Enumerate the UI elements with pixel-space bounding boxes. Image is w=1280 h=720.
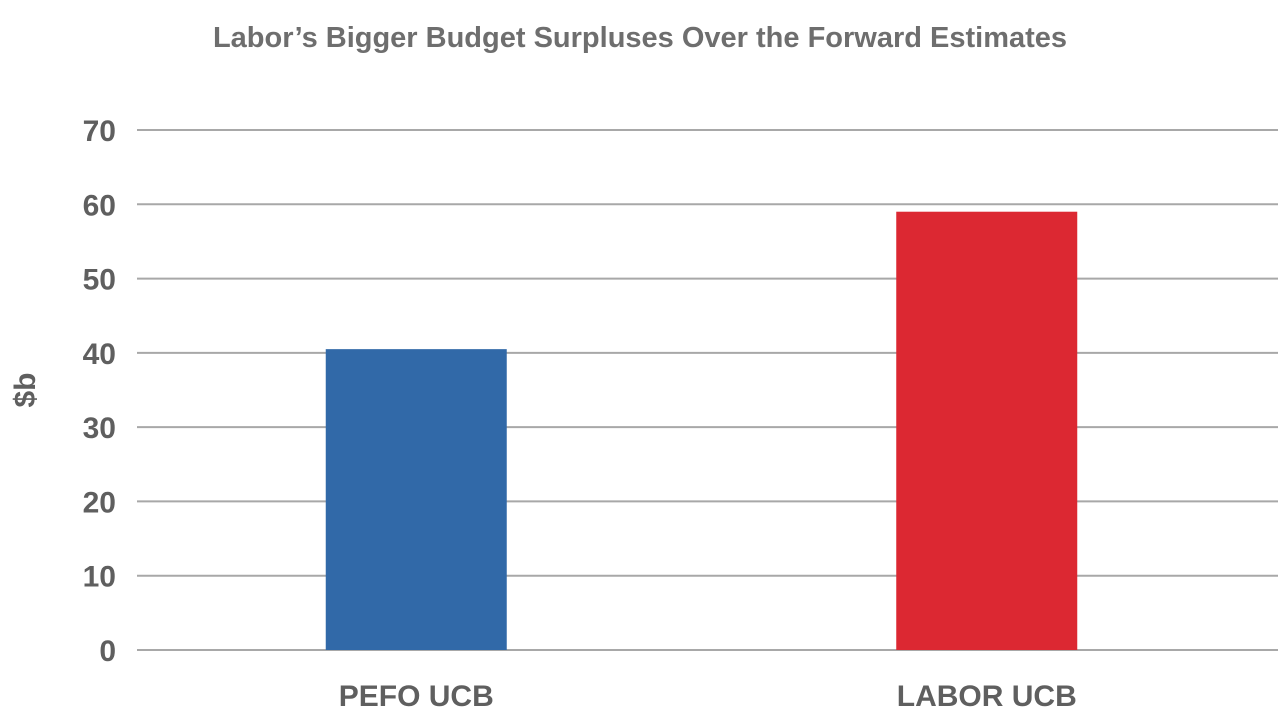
y-tick-label: 10 <box>83 561 116 594</box>
y-tick-label: 60 <box>83 189 116 222</box>
y-tick-label: 50 <box>83 264 116 297</box>
y-axis-title: $b <box>9 372 42 407</box>
y-tick-label: 40 <box>83 338 116 371</box>
y-tick-label: 20 <box>83 486 116 519</box>
bar <box>325 349 507 650</box>
y-tick-label: 0 <box>99 635 116 668</box>
chart-title: Labor’s Bigger Budget Surpluses Over the… <box>213 22 1067 54</box>
gridlines <box>137 129 1278 651</box>
y-tick-label: 70 <box>83 115 116 148</box>
y-tick-label: 30 <box>83 412 116 445</box>
bars <box>325 211 1078 650</box>
y-axis-ticks: 0 10 20 30 40 50 60 70 <box>83 115 116 668</box>
x-category-label: LABOR UCB <box>897 680 1077 713</box>
bar <box>896 211 1078 650</box>
x-category-label: PEFO UCB <box>339 680 494 713</box>
x-axis-labels: PEFO UCB LABOR UCB <box>339 680 1077 713</box>
